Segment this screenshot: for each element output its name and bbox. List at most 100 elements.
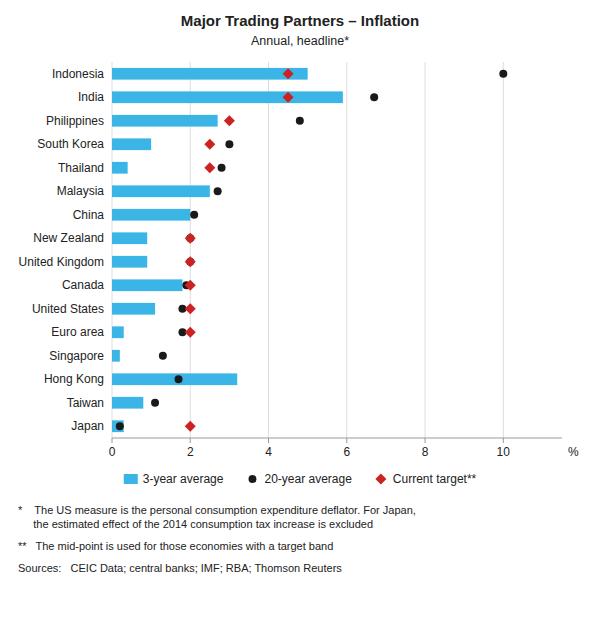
bar: [112, 303, 155, 315]
bar: [112, 397, 143, 409]
point: [499, 70, 507, 78]
category-label: Euro area: [51, 325, 104, 339]
tick-mark: [112, 438, 113, 443]
category-label: South Korea: [37, 137, 104, 151]
title: Major Trading Partners – Inflation: [181, 12, 419, 29]
point: [185, 303, 196, 314]
point: [185, 233, 196, 244]
legend-swatch: [248, 475, 256, 483]
tick-label: 0: [109, 445, 116, 459]
category-label: Singapore: [49, 349, 104, 363]
bar: [112, 185, 210, 197]
bar: [112, 420, 124, 432]
category-label: Indonesia: [52, 67, 104, 81]
legend-item: 20-year average: [248, 472, 352, 486]
category-label: Taiwan: [67, 396, 104, 410]
category-label: Hong Kong: [44, 372, 104, 386]
grid: [112, 62, 503, 438]
point: [296, 117, 304, 125]
bar: [112, 115, 218, 127]
bar: [112, 209, 190, 221]
category-label: Canada: [62, 278, 104, 292]
category-label: India: [78, 90, 104, 104]
category-label: China: [73, 208, 105, 222]
tick-label: 8: [422, 445, 429, 459]
subtitle: Annual, headline*: [251, 34, 349, 48]
point: [225, 140, 233, 148]
footnote: ** The mid-point is used for those econo…: [18, 540, 333, 552]
tick-label: 4: [265, 445, 272, 459]
grid-line: [425, 62, 426, 438]
series: [112, 68, 343, 432]
point: [190, 211, 198, 219]
point: [218, 164, 226, 172]
tick-label: 2: [187, 445, 194, 459]
point: [214, 187, 222, 195]
grid-line: [503, 62, 504, 438]
point: [116, 422, 124, 430]
series: [185, 68, 294, 432]
footnotes: * The US measure is the personal consump…: [18, 504, 416, 574]
category-label: United States: [32, 302, 104, 316]
legend-swatch: [375, 474, 386, 485]
bar: [112, 373, 237, 385]
category-label: United Kingdom: [19, 255, 104, 269]
point: [175, 375, 183, 383]
x-axis: 0 2 4 6 8 10%: [109, 438, 579, 459]
footnote: * The US measure is the personal consump…: [18, 504, 416, 530]
footnote-line: the estimated effect of the 2014 consump…: [18, 518, 373, 530]
legend-item: Current target**: [375, 472, 476, 486]
point: [283, 92, 294, 103]
tick-mark: [503, 438, 504, 443]
legend-label: Current target**: [393, 472, 477, 486]
footnote-line: ** The mid-point is used for those econo…: [18, 540, 333, 552]
axis-label: %: [568, 445, 579, 459]
point: [185, 327, 196, 338]
tick-label: 6: [343, 445, 350, 459]
bar: [112, 350, 120, 362]
point: [151, 399, 159, 407]
chart: Major Trading Partners – Inflation Annual…: [0, 0, 600, 638]
footnote-line: * The US measure is the personal consump…: [18, 504, 416, 516]
category-label: Thailand: [58, 161, 104, 175]
legend-label: 3-year average: [143, 472, 224, 486]
bar: [112, 326, 124, 338]
marks: [112, 68, 507, 432]
legend-label: 20-year average: [264, 472, 352, 486]
bar: [112, 91, 343, 103]
tick-mark: [346, 438, 347, 443]
tick-mark: [190, 438, 191, 443]
tick-mark: [268, 438, 269, 443]
point: [185, 256, 196, 267]
point: [185, 280, 196, 291]
point: [283, 68, 294, 79]
category-label: Malaysia: [57, 184, 105, 198]
category-label: New Zealand: [33, 231, 104, 245]
bar: [112, 68, 308, 80]
tick-label: 10: [497, 445, 511, 459]
bar: [112, 256, 147, 268]
grid-line: [268, 62, 269, 438]
legend-item: 3-year average: [124, 472, 224, 486]
point: [204, 139, 215, 150]
bar: [112, 162, 128, 174]
axis-line: [112, 438, 562, 439]
tick-mark: [425, 438, 426, 443]
category-label: Japan: [71, 419, 104, 433]
point: [370, 93, 378, 101]
bar: [112, 279, 182, 291]
legend: 3-year average 20-year average Current tar…: [124, 472, 477, 486]
category-label: Philippines: [46, 114, 104, 128]
grid-line: [346, 62, 347, 438]
legend-swatch: [124, 474, 138, 484]
point: [159, 352, 167, 360]
footnote: Sources: CEIC Data; central banks; IMF; …: [18, 562, 342, 574]
bar: [112, 138, 151, 150]
point: [224, 115, 235, 126]
series: [116, 70, 507, 431]
footnote-line: Sources: CEIC Data; central banks; IMF; …: [18, 562, 342, 574]
bar: [112, 232, 147, 244]
y-axis: Indonesia India Philippines South Korea Thai…: [19, 67, 105, 434]
point: [185, 421, 196, 432]
point: [204, 162, 215, 173]
